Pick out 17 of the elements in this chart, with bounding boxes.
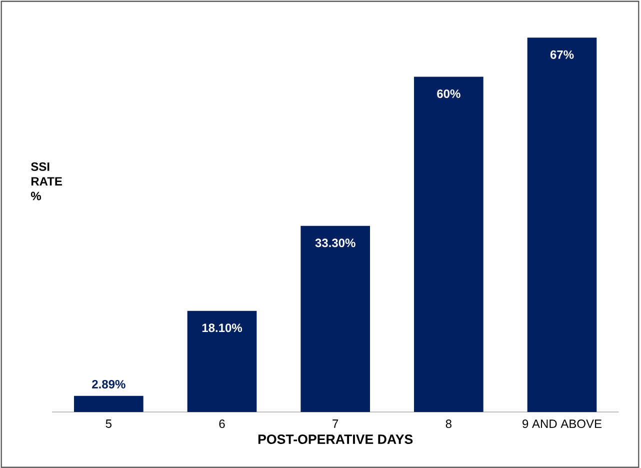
bar <box>187 310 257 412</box>
data-label: 33.30% <box>315 238 356 248</box>
data-label: 18.10% <box>202 324 242 332</box>
bar <box>74 396 144 412</box>
data-label: 67% <box>550 50 574 59</box>
data-label: 2.89% <box>92 380 126 388</box>
bar <box>414 76 484 412</box>
data-label: 60% <box>437 89 460 98</box>
x-axis-title: POST-OPERATIVE DAYS <box>258 434 413 444</box>
bar <box>300 226 370 412</box>
x-tick-label: 9 AND ABOVE <box>522 420 602 428</box>
y-axis-title: SSI RATE % <box>30 162 62 200</box>
bar <box>527 38 597 412</box>
x-tick-label: 7 <box>332 420 338 428</box>
x-tick-label: 6 <box>219 420 225 428</box>
x-tick-label: 5 <box>106 420 112 428</box>
x-tick-label: 8 <box>446 420 452 428</box>
